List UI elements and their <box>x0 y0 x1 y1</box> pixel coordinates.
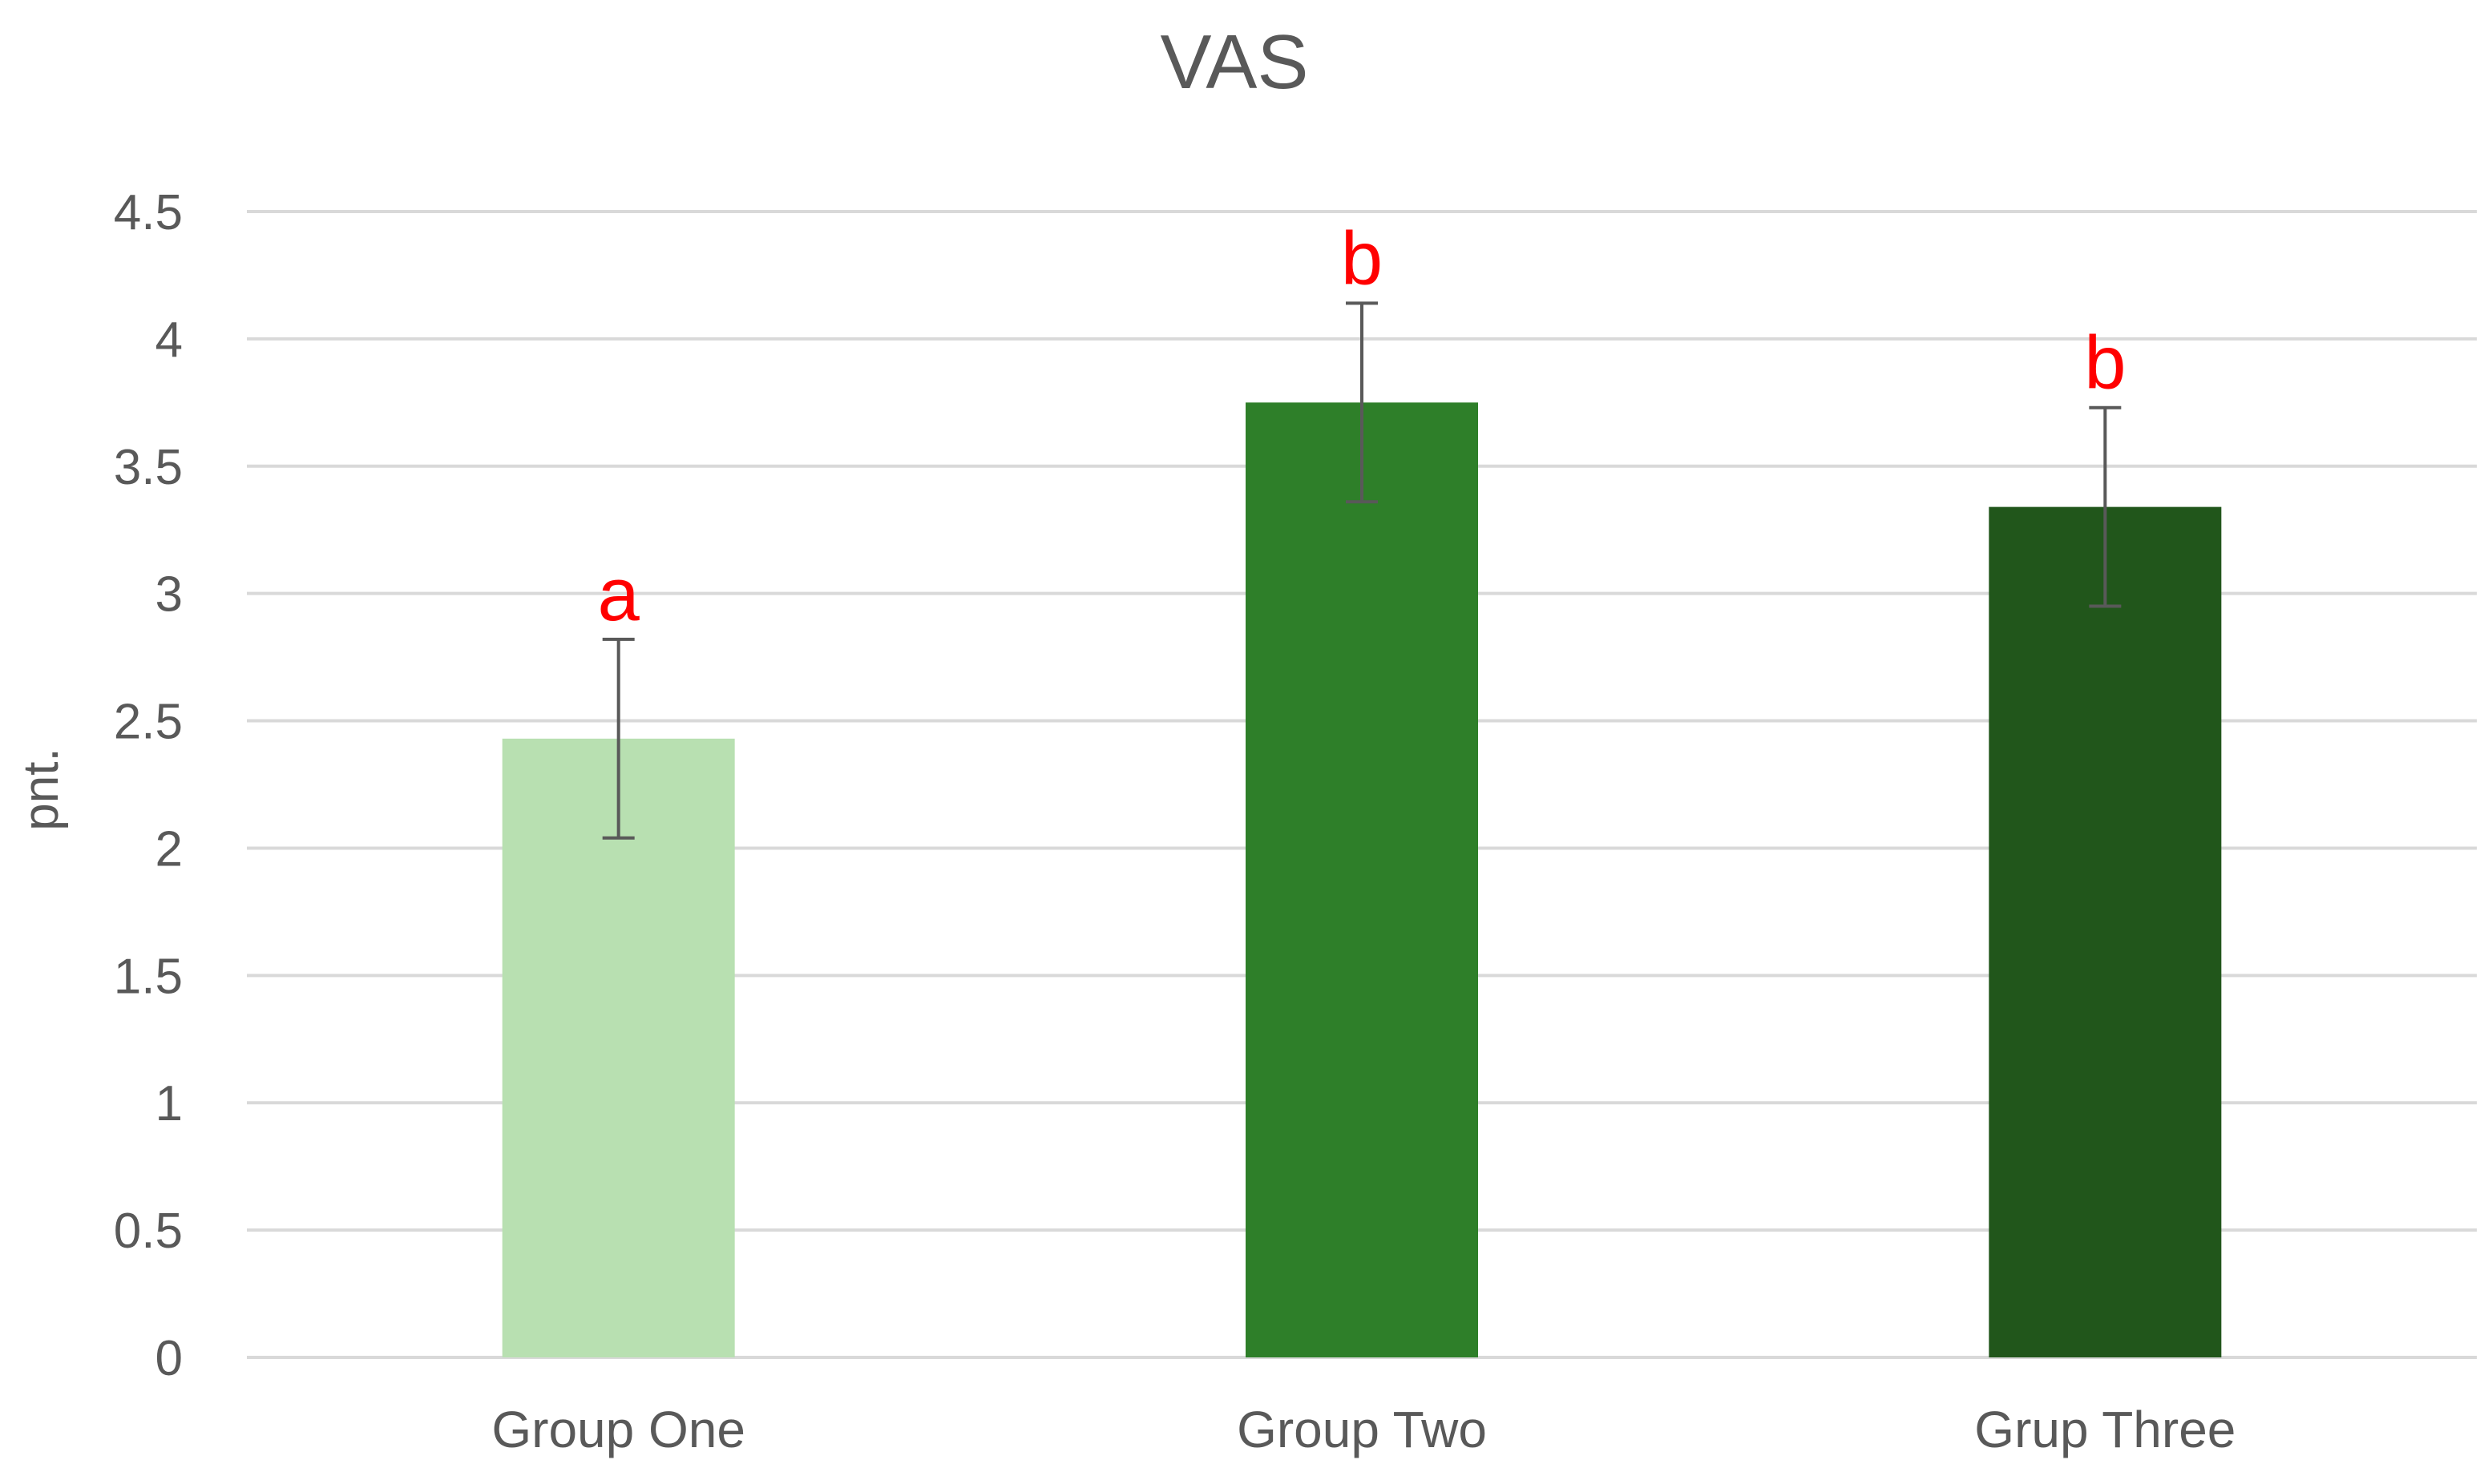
significance-letter: b <box>2084 321 2126 405</box>
y-tick-label: 0.5 <box>114 1204 183 1259</box>
x-category-label: Group One <box>491 1401 745 1458</box>
significance-letters: a b b <box>598 216 2127 635</box>
bars <box>502 402 2222 1357</box>
bar <box>1246 402 1478 1357</box>
chart-title: VAS <box>1161 19 1309 105</box>
error-bars <box>602 301 2122 840</box>
bar <box>1989 506 2222 1357</box>
y-tick-label: 2.5 <box>114 695 183 750</box>
y-tick-label: 3 <box>156 567 183 623</box>
y-tick-label: 2 <box>156 821 183 877</box>
y-tick-label: 4.5 <box>114 185 183 240</box>
y-tick-label: 1 <box>156 1076 183 1131</box>
y-tick-label: 0 <box>156 1331 183 1386</box>
x-axis-categories: Group One Group Two Grup Three <box>491 1401 2236 1458</box>
y-tick-label: 3.5 <box>114 440 183 495</box>
significance-letter: a <box>598 552 640 636</box>
y-tick-label: 1.5 <box>114 949 183 1004</box>
y-axis-ticks: 0 0.5 1 1.5 2 2.5 3 3.5 4 4.5 <box>114 185 183 1386</box>
bar <box>502 738 735 1357</box>
x-category-label: Grup Three <box>1974 1401 2236 1458</box>
significance-letter: b <box>1341 216 1383 300</box>
x-category-label: Group Two <box>1237 1401 1487 1458</box>
y-axis-label: pnt. <box>14 748 69 830</box>
y-tick-label: 4 <box>156 313 183 368</box>
